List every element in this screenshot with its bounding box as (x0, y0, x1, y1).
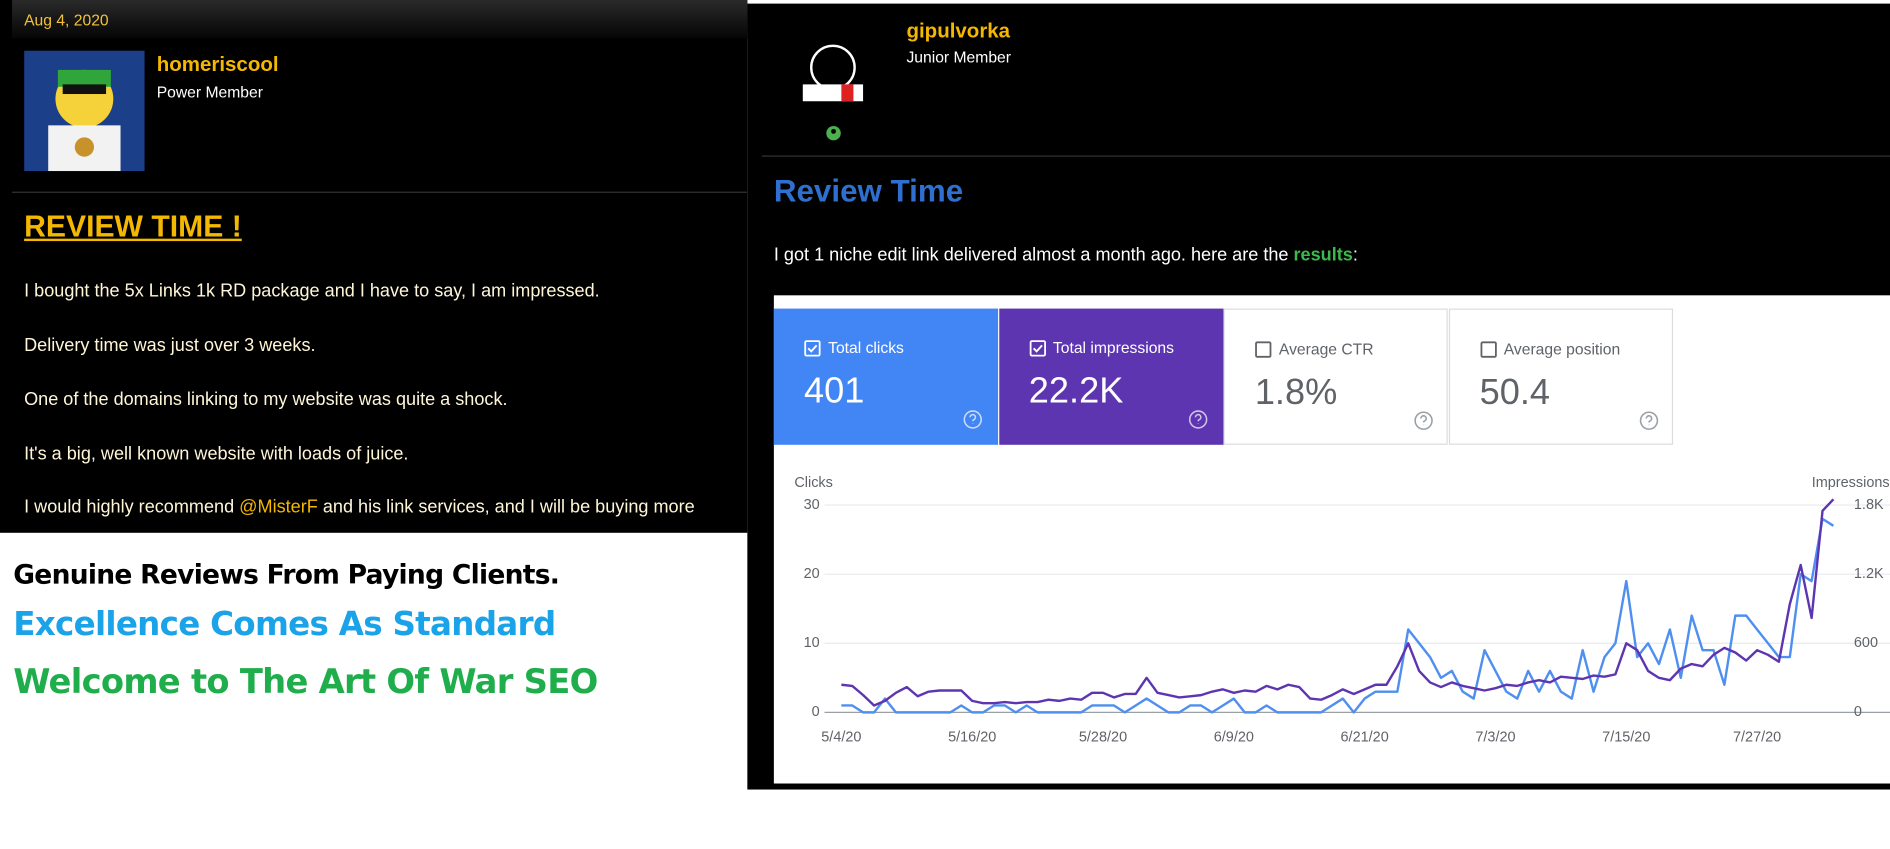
separator (12, 191, 748, 193)
post-title: Review Time (773, 172, 964, 209)
checkbox[interactable] (1479, 341, 1497, 358)
y-tick-label: 10 (804, 635, 820, 651)
paragraph: I bought the 5x Links 1k RD package and … (24, 280, 600, 302)
checkbox[interactable] (804, 340, 821, 357)
checkbox-box (1255, 341, 1272, 358)
y2-tick-label: 1.2K (1854, 566, 1884, 582)
checkmark (1032, 344, 1043, 353)
metric-label: Total clicks (828, 338, 904, 357)
y-tick-label: 0 (812, 704, 820, 720)
x-tick-label: 5/4/20 (821, 730, 861, 746)
banner-line: Welcome to The Art Of War SEO (13, 661, 598, 702)
metric-card[interactable]: Total impressions 22.2K (998, 308, 1223, 445)
help-glyph (1194, 413, 1201, 424)
metric-value: 22.2K (1028, 371, 1124, 412)
help-icon[interactable] (1414, 411, 1433, 430)
metric-card[interactable]: Total clicks 401 (773, 308, 999, 445)
x-tick-label: 5/16/20 (948, 730, 996, 746)
metric-label: Average position (1503, 339, 1621, 359)
help-circle (1188, 410, 1207, 429)
link[interactable]: results (1293, 244, 1353, 266)
help-icon[interactable] (1639, 411, 1658, 430)
x-tick-label: 5/28/20 (1079, 730, 1127, 746)
checkbox[interactable] (1255, 341, 1272, 358)
separator (761, 155, 1890, 157)
username[interactable]: gipulvorka (906, 19, 1011, 43)
paragraph: Delivery time was just over 3 weeks. (24, 335, 316, 356)
y2-tick-label: 0 (1854, 704, 1862, 720)
y-tick-label: 20 (804, 566, 820, 582)
x-tick-label: 6/21/20 (1341, 730, 1389, 746)
paragraph: I got 1 niche edit link delivered almost… (774, 245, 1358, 265)
avatar (795, 36, 871, 111)
date-bar (12, 0, 748, 39)
y2-tick-label: 600 (1854, 635, 1878, 651)
help-icon[interactable] (963, 410, 982, 429)
checkbox[interactable] (1029, 340, 1046, 357)
y2-tick-label: 1.8K (1854, 497, 1884, 513)
help-circle (1414, 411, 1433, 430)
help-glyph (1420, 415, 1427, 426)
checkmark (807, 344, 818, 353)
metric-label: Total impressions (1052, 338, 1174, 357)
x-tick-label: 7/3/20 (1475, 730, 1515, 746)
y-tick-label: 30 (804, 497, 820, 513)
data-line (841, 517, 1835, 714)
mention[interactable]: @MisterF (239, 496, 318, 518)
help-glyph (969, 413, 977, 424)
post-title: REVIEW TIME ! (24, 209, 242, 244)
paragraph: I would highly recommend @MisterF and hi… (24, 497, 695, 517)
user-role: Junior Member (906, 48, 1011, 67)
text: I got 1 niche edit link delivered almost… (773, 244, 1294, 266)
metric-label: Average CTR (1278, 339, 1374, 359)
banner-line: Genuine Reviews From Paying Clients. (13, 560, 560, 591)
help-icon[interactable] (1188, 410, 1207, 429)
metric-card[interactable]: Average position 50.4 (1448, 308, 1673, 445)
x-tick-label: 7/27/20 (1733, 730, 1781, 746)
text: and his link services, and I will be buy… (317, 496, 695, 518)
avatar (24, 50, 145, 172)
paragraph: It's a big, well known website with load… (24, 443, 409, 465)
text: : (1352, 244, 1358, 266)
username[interactable]: homeriscool (156, 53, 279, 76)
help-glyph (1644, 415, 1652, 426)
checkbox-box (1029, 340, 1046, 357)
text: I would highly recommend (24, 496, 240, 518)
metric-card[interactable]: Average CTR 1.8% (1223, 308, 1448, 445)
data-line (841, 498, 1835, 707)
help-circle (1639, 411, 1658, 430)
paragraph: One of the domains linking to my website… (24, 389, 508, 410)
checkbox-box (804, 340, 821, 357)
metric-value: 1.8% (1254, 372, 1338, 413)
online-icon (826, 125, 841, 141)
x-tick-label: 6/9/20 (1214, 730, 1254, 746)
metric-value: 401 (804, 371, 865, 412)
axis-title: Clicks (794, 475, 833, 491)
post-date: Aug 4, 2020 (24, 10, 109, 29)
axis-title: Impressions (1812, 475, 1890, 491)
banner-line: Excellence Comes As Standard (13, 606, 556, 644)
help-circle (963, 410, 982, 429)
user-role: Power Member (156, 83, 263, 102)
x-tick-label: 7/15/20 (1602, 730, 1650, 746)
metric-value: 50.4 (1479, 372, 1551, 413)
checkbox-box (1479, 341, 1497, 358)
chart: Clicks Impressions 0 10 20 30 0 600 1.2K 1.8K 5/4/… (794, 475, 1890, 746)
